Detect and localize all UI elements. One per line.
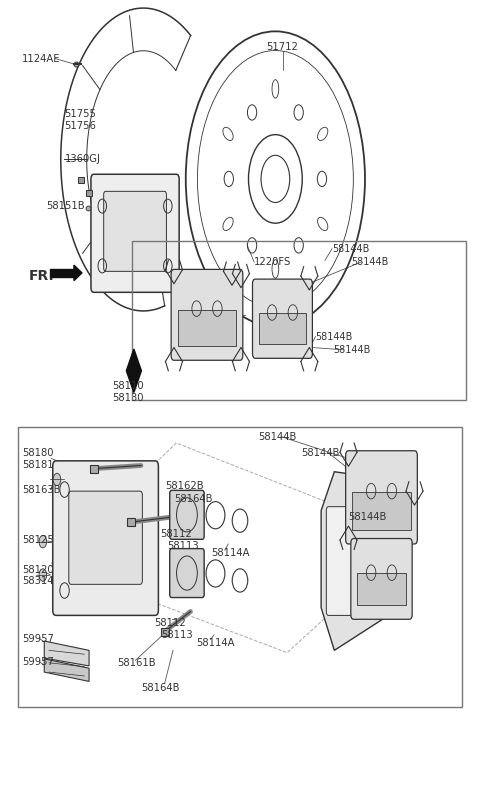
FancyBboxPatch shape <box>170 549 204 597</box>
Text: 58112: 58112 <box>154 618 186 628</box>
Text: 58162B: 58162B <box>166 480 204 491</box>
Text: 58114A: 58114A <box>211 548 249 558</box>
Polygon shape <box>126 349 142 392</box>
Text: 51756: 51756 <box>64 121 96 131</box>
Polygon shape <box>321 472 389 650</box>
Text: 58130: 58130 <box>112 393 143 403</box>
Text: 58161B: 58161B <box>118 658 156 668</box>
Polygon shape <box>50 269 74 277</box>
Text: FR.: FR. <box>29 269 54 283</box>
FancyBboxPatch shape <box>104 192 167 272</box>
FancyBboxPatch shape <box>69 491 143 584</box>
FancyBboxPatch shape <box>351 539 412 619</box>
Text: 1124AE: 1124AE <box>22 53 60 64</box>
FancyBboxPatch shape <box>53 461 158 615</box>
Polygon shape <box>74 265 82 281</box>
Bar <box>18 428 462 707</box>
Text: 58144B: 58144B <box>348 512 387 522</box>
Text: 59957: 59957 <box>22 657 54 667</box>
Bar <box>178 309 236 346</box>
Text: 58144B: 58144B <box>301 448 340 458</box>
Text: 58120: 58120 <box>22 564 54 575</box>
Text: 58144B: 58144B <box>258 432 296 442</box>
Circle shape <box>39 535 47 548</box>
Text: 58144B: 58144B <box>332 244 369 254</box>
Text: 58144B: 58144B <box>351 257 388 267</box>
Polygon shape <box>44 641 89 666</box>
Text: 58164B: 58164B <box>174 494 213 504</box>
Text: 58125: 58125 <box>22 535 54 545</box>
FancyBboxPatch shape <box>252 279 312 358</box>
Text: 58114A: 58114A <box>197 637 235 648</box>
Bar <box>352 492 411 530</box>
Text: 51712: 51712 <box>266 42 298 52</box>
Text: 58113: 58113 <box>167 541 199 550</box>
Text: 58113: 58113 <box>161 630 192 640</box>
FancyBboxPatch shape <box>170 491 204 539</box>
Text: 58314: 58314 <box>22 576 54 586</box>
Text: 1220FS: 1220FS <box>254 257 291 267</box>
Text: 51755: 51755 <box>64 109 96 119</box>
FancyBboxPatch shape <box>326 506 382 615</box>
FancyBboxPatch shape <box>171 269 243 360</box>
Text: 58144B: 58144B <box>315 331 353 341</box>
Text: 58144B: 58144B <box>333 345 370 355</box>
Text: 58112: 58112 <box>160 529 192 539</box>
Text: 58181: 58181 <box>22 460 54 469</box>
Text: 1360GJ: 1360GJ <box>64 155 100 165</box>
Bar <box>259 313 306 345</box>
Circle shape <box>39 569 47 581</box>
Text: 59957: 59957 <box>22 633 54 644</box>
Circle shape <box>53 473 61 486</box>
Bar <box>358 573 406 605</box>
Text: 58101B: 58101B <box>198 316 236 325</box>
FancyBboxPatch shape <box>91 174 179 292</box>
Text: 58151B: 58151B <box>47 201 85 211</box>
Text: 58164B: 58164B <box>141 683 180 692</box>
Polygon shape <box>44 659 89 681</box>
FancyBboxPatch shape <box>346 451 417 544</box>
Text: 58163B: 58163B <box>22 484 60 495</box>
Text: 58110: 58110 <box>112 382 144 391</box>
Bar <box>132 241 467 400</box>
Text: 58180: 58180 <box>22 448 54 458</box>
